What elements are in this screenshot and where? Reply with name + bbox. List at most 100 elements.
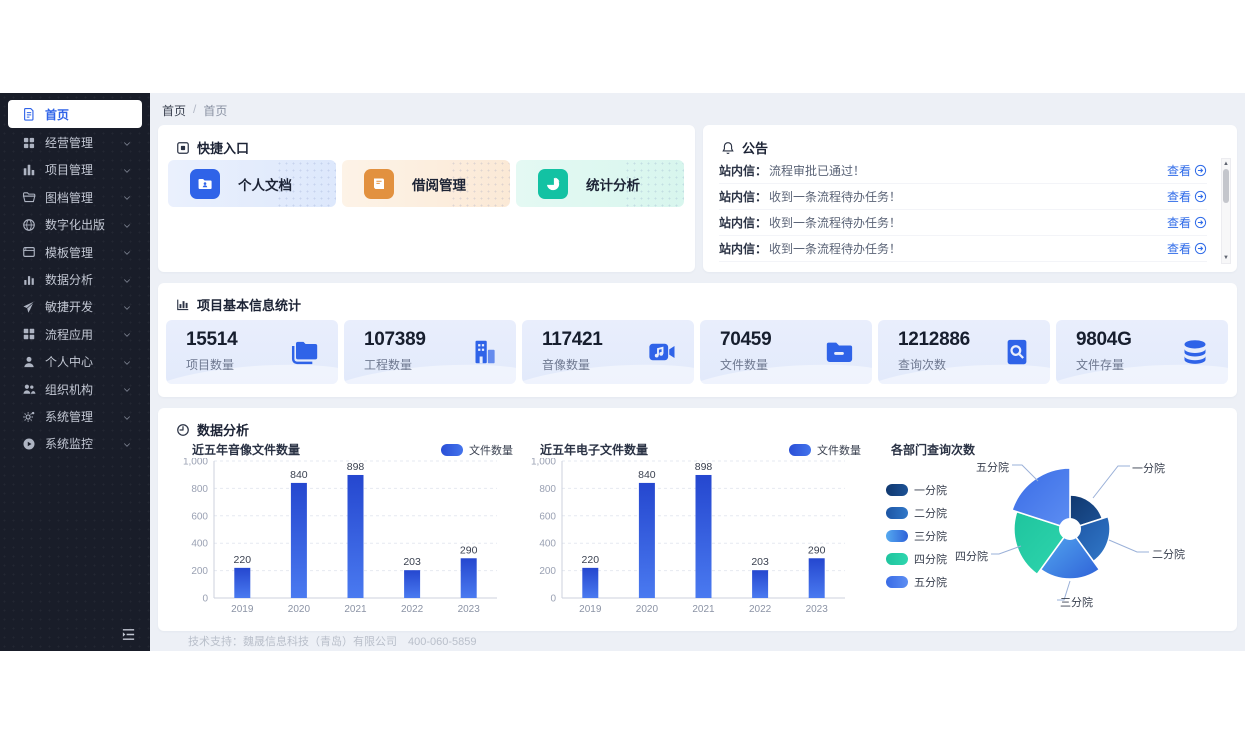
agile-plane-icon bbox=[22, 300, 36, 314]
arrow-circle-icon bbox=[1194, 164, 1207, 177]
stat-label: 查询次数 bbox=[898, 358, 947, 372]
sidebar-item-label: 组织机构 bbox=[45, 382, 94, 397]
stat-tile-building: 107389 工程数量 bbox=[344, 320, 516, 384]
view-link[interactable]: 查看 bbox=[1167, 214, 1207, 231]
bell-icon bbox=[721, 141, 735, 155]
svg-text:200: 200 bbox=[191, 566, 208, 577]
legend-swatch bbox=[886, 553, 908, 565]
quick-entry-card: 快捷入口 个人文档 借阅管理 统计分析 bbox=[158, 125, 695, 272]
bar-2022[interactable] bbox=[752, 570, 769, 598]
quick-entry-tile-borrow-book[interactable]: 借阅管理 bbox=[342, 160, 510, 207]
rose-slice-五分院[interactable] bbox=[1011, 467, 1071, 531]
arrow-circle-icon bbox=[1194, 164, 1207, 177]
sidebar-item-12-settings-gears[interactable]: 系统管理 bbox=[8, 403, 142, 430]
building-icon bbox=[475, 340, 495, 364]
folder-copy-icon bbox=[291, 341, 318, 365]
database-icon bbox=[1184, 340, 1206, 364]
quick-entry-tile-personal-doc[interactable]: 个人文档 bbox=[168, 160, 336, 207]
media-video-icon bbox=[649, 343, 675, 361]
bar-2023[interactable] bbox=[808, 558, 825, 598]
chevron-down-icon bbox=[124, 278, 130, 283]
announcements-scrollbar[interactable]: ▲ ▼ bbox=[1221, 158, 1231, 264]
pie-legend-item-2[interactable]: 二分院 bbox=[886, 505, 947, 521]
breadcrumb-crumb-2[interactable]: 首页 bbox=[203, 104, 228, 118]
settings-gears-icon bbox=[23, 411, 35, 422]
stat-label: 音像数量 bbox=[542, 358, 591, 372]
sidebar-item-5-digital-globe[interactable]: 数字化出版 bbox=[8, 211, 142, 238]
sidebar-item-4-archive-folder[interactable]: 图档管理 bbox=[8, 184, 142, 211]
legend-label: 四分院 bbox=[914, 554, 947, 566]
chevron-down-icon bbox=[124, 388, 130, 392]
rose-slice-四分院[interactable] bbox=[1013, 510, 1072, 576]
chevron-down-icon bbox=[124, 415, 130, 420]
process-grid-icon bbox=[22, 327, 36, 341]
tile-dot-texture bbox=[624, 160, 684, 207]
view-link[interactable]: 查看 bbox=[1167, 240, 1207, 257]
svg-text:840: 840 bbox=[638, 469, 656, 481]
bar-2021[interactable] bbox=[695, 474, 712, 598]
bar-2021[interactable] bbox=[347, 474, 364, 598]
rose-slice-三分院[interactable] bbox=[1039, 527, 1101, 580]
pie-legend-item-5[interactable]: 五分院 bbox=[886, 574, 947, 590]
sidebar-item-7-data-bars[interactable]: 数据分析 bbox=[8, 266, 142, 293]
bar-chart-plot[interactable]: 0 200 400 600 800 1,000 220 2019 840 2020 898 2021 2… bbox=[518, 458, 868, 628]
pie-legend-item-1[interactable]: 一分院 bbox=[886, 482, 947, 498]
bar-chart-plot[interactable]: 0 200 400 600 800 1,000 220 2019 840 2020 898 2021 2… bbox=[170, 458, 520, 628]
sidebar-item-2-business-grid[interactable]: 经营管理 bbox=[8, 129, 142, 156]
scroll-down-icon[interactable]: ▼ bbox=[1223, 255, 1229, 261]
arrow-circle-icon bbox=[1194, 242, 1207, 255]
sidebar-item-3-project-chart[interactable]: 项目管理 bbox=[8, 156, 142, 183]
announcements-list: 站内信： 流程审批已通过！ 查看 站内信： 收到一条流程待办任务！ 查看 站内信： 收到一条流… bbox=[719, 158, 1207, 262]
svg-text:2021: 2021 bbox=[692, 604, 715, 615]
chart-title: 各部门查询次数 bbox=[891, 443, 976, 457]
bar-2019[interactable] bbox=[582, 567, 599, 598]
sidebar-item-11-organization-users[interactable]: 组织机构 bbox=[8, 376, 142, 403]
collapse-icon bbox=[122, 629, 135, 640]
sidebar-item-label: 系统管理 bbox=[45, 410, 94, 424]
chevron-down-icon bbox=[122, 302, 132, 312]
main-content: 首页 / 首页 快捷入口 个人文档 借阅管理 统计分析 公告 站内信： 流程审批已通过！查… bbox=[150, 93, 1245, 651]
user-icon bbox=[22, 355, 36, 369]
arrow-circle-icon bbox=[1194, 190, 1207, 203]
svg-text:2021: 2021 bbox=[344, 604, 367, 615]
chart-legend[interactable]: 文件数量 bbox=[441, 442, 513, 458]
view-link[interactable]: 查看 bbox=[1167, 162, 1207, 179]
arrow-circle-icon bbox=[1194, 190, 1207, 203]
archive-folder-icon bbox=[22, 192, 36, 203]
svg-text:2023: 2023 bbox=[458, 604, 481, 615]
quick-entry-tile-label: 借阅管理 bbox=[412, 177, 466, 193]
scrollbar-thumb[interactable] bbox=[1223, 169, 1229, 203]
business-grid-icon bbox=[22, 136, 36, 150]
stat-value: 15514 bbox=[186, 329, 238, 350]
bar-2019[interactable] bbox=[234, 567, 251, 598]
pie-legend-item-4[interactable]: 四分院 bbox=[886, 551, 947, 567]
svg-text:203: 203 bbox=[751, 556, 769, 568]
quick-entry-tile-stats-pie[interactable]: 统计分析 bbox=[516, 160, 684, 207]
chevron-down-icon bbox=[124, 169, 130, 173]
pie-legend-item-3[interactable]: 三分院 bbox=[886, 528, 947, 544]
sidebar-item-1-home-document[interactable]: 首页 bbox=[8, 100, 142, 128]
pie-callout-label-1: 一分院 bbox=[1132, 463, 1165, 475]
bar-2020[interactable] bbox=[290, 482, 307, 598]
footer-support-text: 技术支持：魏晟信息科技（青岛）有限公司 400-060-5859 bbox=[188, 636, 477, 648]
chart-legend[interactable]: 文件数量 bbox=[789, 442, 861, 458]
sidebar-item-label: 经营管理 bbox=[45, 136, 94, 150]
bar-2023[interactable] bbox=[460, 558, 477, 598]
collapse-sidebar-icon[interactable] bbox=[120, 627, 137, 642]
breadcrumb-crumb-1[interactable]: 首页 bbox=[162, 104, 187, 118]
announcement-prefix: 站内信： bbox=[719, 164, 768, 178]
chevron-down-icon bbox=[124, 361, 130, 365]
sidebar-item-6-template-card[interactable]: 模板管理 bbox=[8, 239, 142, 266]
sidebar-item-9-process-grid[interactable]: 流程应用 bbox=[8, 321, 142, 348]
bar-2020[interactable] bbox=[638, 482, 655, 598]
sidebar-item-10-user[interactable]: 个人中心 bbox=[8, 348, 142, 375]
bar-2022[interactable] bbox=[404, 570, 421, 598]
chevron-down-icon bbox=[122, 357, 132, 367]
stat-tile-file-search: 1212886 查询次数 bbox=[878, 320, 1050, 384]
view-link[interactable]: 查看 bbox=[1167, 188, 1207, 205]
scroll-up-icon[interactable]: ▲ bbox=[1223, 161, 1229, 167]
arrow-circle-icon bbox=[1194, 216, 1207, 229]
sidebar-item-8-agile-plane[interactable]: 敏捷开发 bbox=[8, 293, 142, 320]
sidebar-item-13-monitor-play[interactable]: 系统监控 bbox=[8, 430, 142, 457]
rose-chart-plot[interactable] bbox=[871, 436, 1233, 631]
